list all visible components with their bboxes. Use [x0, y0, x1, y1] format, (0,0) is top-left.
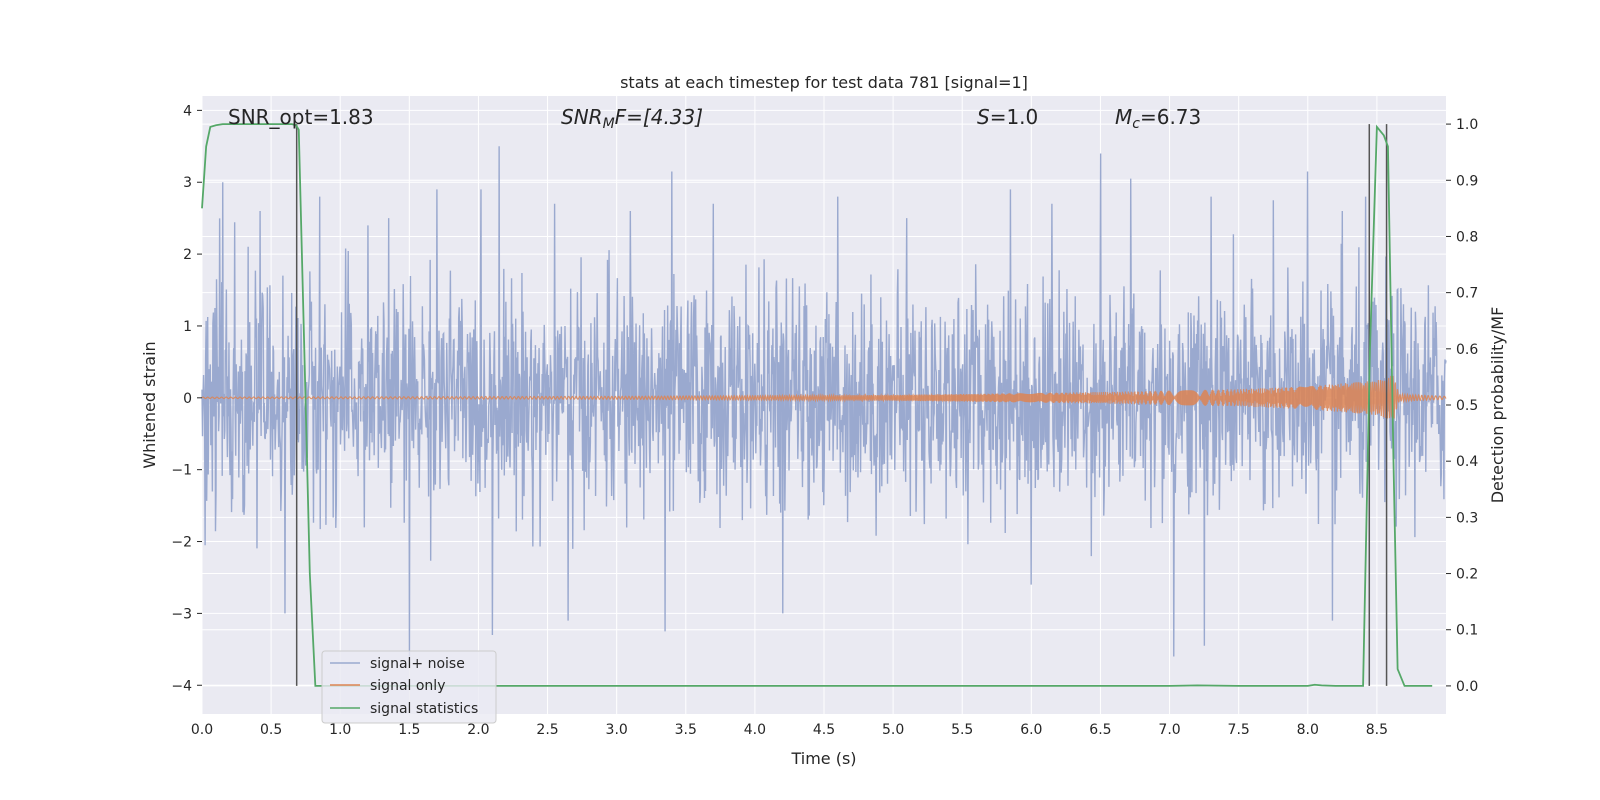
x-tick-label: 5.0	[882, 722, 904, 738]
right-tick-label: 0.0	[1456, 679, 1478, 695]
x-axis-ticks: 0.0 0.5 1.0 1.5 2.0 2.5 3.0 3.5 4.0 4.5 5.0 5.5 6.0 6…	[191, 722, 1388, 738]
x-tick-label: 2.0	[467, 722, 489, 738]
signal-statistics-line	[201, 123, 1433, 687]
y-tick-label: 4	[183, 103, 192, 119]
x-tick-label: 2.5	[536, 722, 558, 738]
annotation-mc-sub: c	[1132, 116, 1140, 132]
legend-label-signal-statistics: signal statistics	[370, 701, 478, 717]
series-signal-statistics	[201, 123, 1433, 687]
signal-only-line	[201, 375, 1447, 419]
x-tick-label: 0.5	[260, 722, 282, 738]
y-tick-label: 1	[183, 319, 192, 335]
annotation-snr-mf: SNRMF=[4.33]	[561, 105, 703, 132]
legend-label-signal-noise: signal+ noise	[370, 656, 465, 672]
x-tick-label: 8.0	[1297, 722, 1319, 738]
annotation-snr-mf-base: SNR	[561, 105, 603, 129]
x-tick-label: 6.0	[1020, 722, 1042, 738]
right-tick-label: 1.0	[1456, 117, 1478, 133]
annotation-mc: Mc=6.73	[1115, 105, 1201, 132]
legend-label-signal-only: signal only	[370, 678, 445, 694]
right-axis-ticks: 1.0 0.9 0.8 0.7 0.6 0.5 0.4 0.3 0.2 0.1 0.0	[1446, 117, 1478, 695]
y-tick-label: 3	[183, 175, 192, 191]
y-tick-label: −3	[171, 606, 192, 622]
right-tick-label: 0.6	[1456, 342, 1478, 358]
x-tick-label: 3.5	[675, 722, 697, 738]
right-tick-label: 0.9	[1456, 173, 1478, 189]
x-axis-label: Time (s)	[790, 749, 856, 768]
annotation-s: S=1.0	[977, 105, 1038, 129]
series-signal-only	[201, 375, 1447, 419]
x-tick-label: 1.5	[398, 722, 420, 738]
legend: signal+ noise signal only signal statist…	[321, 650, 497, 724]
right-axis-label: Detection probability/MF	[1488, 307, 1507, 504]
x-tick-label: 7.5	[1228, 722, 1250, 738]
annotation-mc-rest: =6.73	[1140, 105, 1201, 129]
x-tick-label: 0.0	[191, 722, 213, 738]
right-tick-label: 0.8	[1456, 229, 1478, 245]
right-tick-label: 0.2	[1456, 567, 1478, 583]
chart-title: stats at each timestep for test data 781…	[620, 73, 1028, 92]
y-tick-label: 0	[183, 391, 192, 407]
annotation-snr-opt: SNR_opt=1.83	[228, 105, 374, 129]
right-tick-label: 0.5	[1456, 398, 1478, 414]
y-tick-label: −1	[171, 463, 192, 479]
x-tick-label: 6.5	[1089, 722, 1111, 738]
annotation-mc-base: M	[1115, 105, 1132, 129]
y-axis-label: Whitened strain	[140, 341, 159, 468]
x-tick-label: 7.0	[1158, 722, 1180, 738]
x-tick-label: 3.0	[606, 722, 628, 738]
y-tick-label: 2	[183, 247, 192, 263]
x-tick-label: 4.0	[744, 722, 766, 738]
x-tick-label: 5.5	[951, 722, 973, 738]
x-tick-label: 8.5	[1366, 722, 1388, 738]
annotation-snr-mf-rest: F=[4.33]	[615, 105, 703, 129]
right-tick-label: 0.1	[1456, 623, 1478, 639]
x-tick-label: 4.5	[813, 722, 835, 738]
right-tick-label: 0.3	[1456, 510, 1478, 526]
annotation-s-rest: =1.0	[990, 105, 1039, 129]
legend-box	[321, 650, 497, 724]
annotation-snr-mf-sub: M	[603, 116, 615, 132]
y-axis-ticks: 4 3 2 1 0 −1 −2 −3 −4	[171, 103, 202, 694]
right-tick-label: 0.7	[1456, 286, 1478, 302]
y-tick-label: −2	[171, 535, 192, 551]
right-tick-label: 0.4	[1456, 454, 1478, 470]
y-tick-label: −4	[171, 678, 192, 694]
annotation-s-italic: S	[977, 105, 990, 129]
x-tick-label: 1.0	[329, 722, 351, 738]
